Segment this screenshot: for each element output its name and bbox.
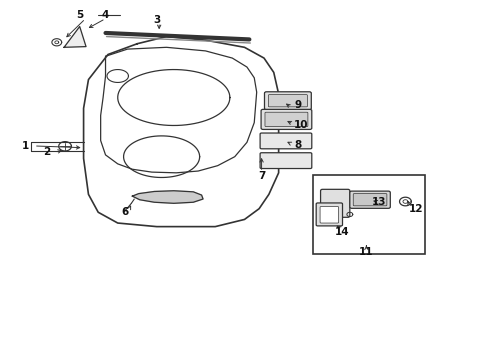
Polygon shape bbox=[64, 27, 86, 47]
Bar bbox=[312, 175, 424, 253]
FancyBboxPatch shape bbox=[264, 92, 311, 110]
Text: 7: 7 bbox=[257, 171, 264, 181]
Text: 8: 8 bbox=[294, 140, 301, 150]
Text: 3: 3 bbox=[153, 15, 160, 26]
Text: 6: 6 bbox=[121, 207, 128, 217]
FancyBboxPatch shape bbox=[316, 203, 342, 226]
Text: 9: 9 bbox=[294, 100, 301, 111]
Text: 2: 2 bbox=[43, 147, 51, 157]
FancyBboxPatch shape bbox=[260, 153, 311, 168]
FancyBboxPatch shape bbox=[349, 191, 389, 208]
Text: 5: 5 bbox=[77, 10, 83, 20]
FancyBboxPatch shape bbox=[320, 189, 349, 217]
Text: 1: 1 bbox=[21, 141, 29, 151]
Polygon shape bbox=[132, 191, 203, 203]
Text: 4: 4 bbox=[102, 10, 109, 20]
Text: 10: 10 bbox=[293, 121, 307, 130]
FancyBboxPatch shape bbox=[320, 207, 338, 223]
FancyBboxPatch shape bbox=[264, 112, 307, 127]
Text: 14: 14 bbox=[334, 227, 348, 237]
Text: 13: 13 bbox=[370, 197, 385, 207]
FancyBboxPatch shape bbox=[260, 133, 311, 149]
Text: 11: 11 bbox=[358, 247, 373, 257]
FancyBboxPatch shape bbox=[261, 109, 311, 130]
FancyBboxPatch shape bbox=[268, 95, 307, 107]
Text: 12: 12 bbox=[408, 204, 423, 215]
FancyBboxPatch shape bbox=[352, 194, 386, 206]
